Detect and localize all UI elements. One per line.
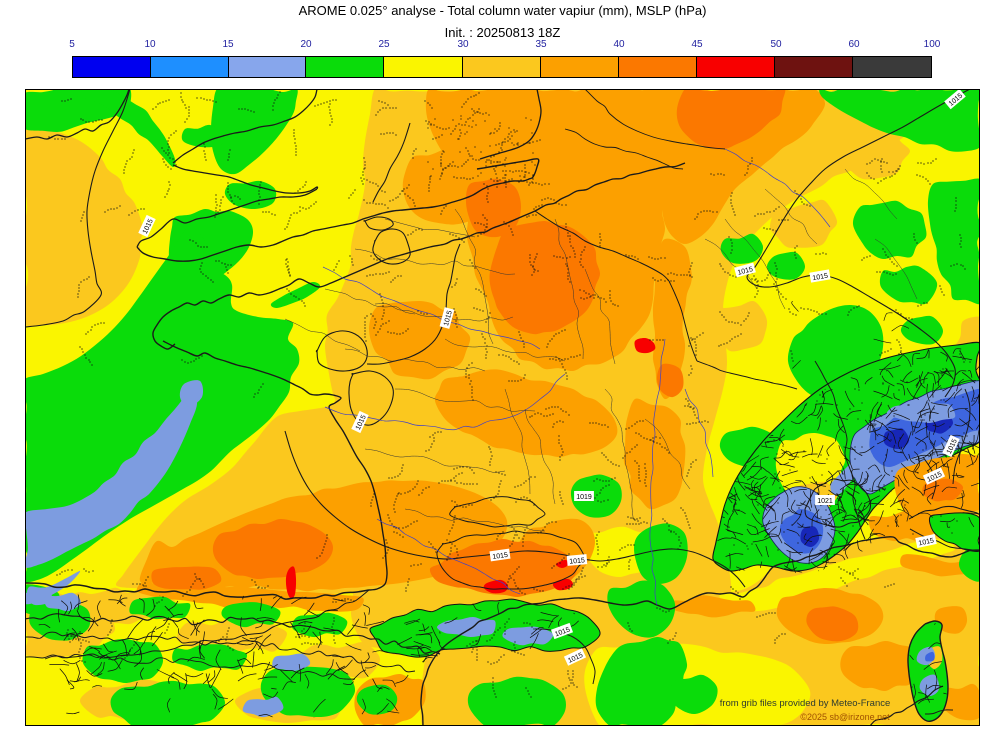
svg-text:1015: 1015 (554, 626, 571, 638)
svg-text:1015: 1015 (443, 310, 454, 327)
svg-text:1015: 1015 (918, 537, 935, 547)
svg-text:1015: 1015 (569, 557, 585, 565)
svg-text:1015: 1015 (812, 273, 829, 283)
svg-text:from grib files provided by Me: from grib files provided by Meteo-France (720, 698, 891, 709)
svg-text:1021: 1021 (817, 498, 833, 505)
svg-text:1019: 1019 (576, 494, 592, 501)
svg-text:1015: 1015 (492, 552, 509, 561)
svg-text:1015: 1015 (737, 266, 754, 277)
svg-text:©2025 sb@irizone.net: ©2025 sb@irizone.net (800, 712, 890, 722)
